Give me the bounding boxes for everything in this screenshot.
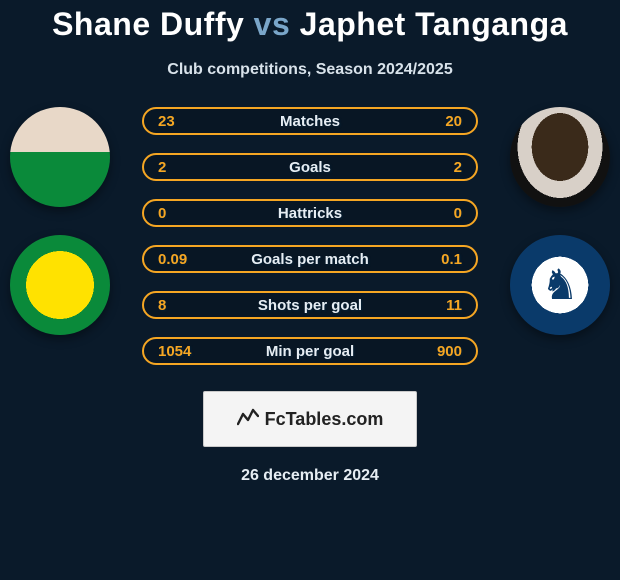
stat-label: Min per goal [266, 343, 354, 360]
player1-avatar [10, 107, 110, 207]
subtitle: Club competitions, Season 2024/2025 [0, 61, 620, 79]
stat-row: 2 Goals 2 [142, 153, 478, 181]
branding-text: FcTables.com [265, 409, 384, 430]
stat-row: 0.09 Goals per match 0.1 [142, 245, 478, 273]
player1-name: Shane Duffy [52, 6, 244, 42]
stat-left-value: 1054 [158, 343, 202, 360]
stat-label: Goals per match [251, 251, 369, 268]
stat-left-value: 23 [158, 113, 202, 130]
stat-left-value: 8 [158, 297, 202, 314]
comparison-row: ♞ 23 Matches 20 2 Goals 2 0 Hattricks 0 … [0, 107, 620, 365]
stat-right-value: 900 [418, 343, 462, 360]
stat-left-value: 0 [158, 205, 202, 222]
player2-club-badge: ♞ [510, 235, 610, 335]
stat-row: 0 Hattricks 0 [142, 199, 478, 227]
stat-row: 1054 Min per goal 900 [142, 337, 478, 365]
stats-bars: 23 Matches 20 2 Goals 2 0 Hattricks 0 0.… [142, 107, 478, 365]
lion-icon: ♞ [541, 264, 579, 306]
player2-name: Japhet Tanganga [300, 6, 568, 42]
stat-right-value: 2 [418, 159, 462, 176]
stat-row: 8 Shots per goal 11 [142, 291, 478, 319]
stat-label: Goals [289, 159, 331, 176]
stat-right-value: 20 [418, 113, 462, 130]
vs-separator: vs [254, 6, 291, 42]
stat-label: Hattricks [278, 205, 342, 222]
left-column [10, 107, 110, 335]
stat-label: Shots per goal [258, 297, 362, 314]
stat-row: 23 Matches 20 [142, 107, 478, 135]
page-title: Shane Duffy vs Japhet Tanganga [0, 6, 620, 43]
stat-left-value: 0.09 [158, 251, 202, 268]
stat-right-value: 0.1 [418, 251, 462, 268]
canary-icon [39, 264, 81, 306]
player1-club-badge [10, 235, 110, 335]
branding-box: FcTables.com [203, 391, 417, 447]
snapshot-date: 26 december 2024 [0, 467, 620, 485]
stat-label: Matches [280, 113, 340, 130]
chart-icon [237, 406, 259, 432]
stat-right-value: 11 [418, 297, 462, 314]
stat-left-value: 2 [158, 159, 202, 176]
stat-right-value: 0 [418, 205, 462, 222]
right-column: ♞ [510, 107, 610, 335]
player2-avatar [510, 107, 610, 207]
